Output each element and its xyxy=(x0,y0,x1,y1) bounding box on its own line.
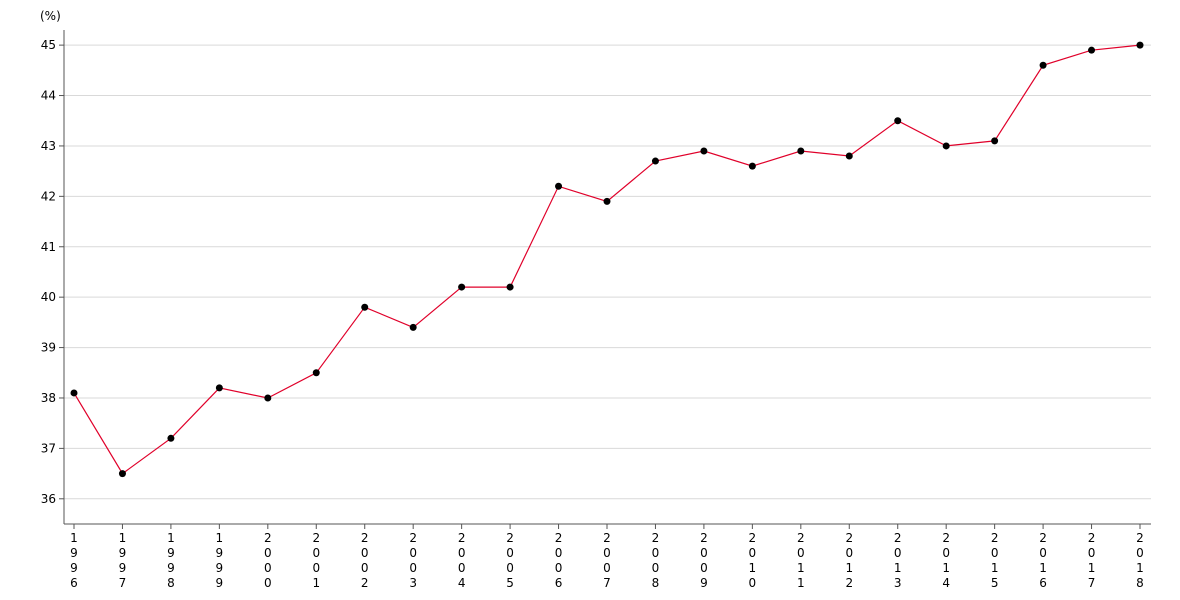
data-point xyxy=(312,369,320,377)
grid xyxy=(64,44,1151,500)
series-line xyxy=(73,44,1141,475)
data-point xyxy=(167,434,175,442)
y-ticks: 36 37 38 39 40 41 42 43 44 45 xyxy=(41,38,64,506)
y-tick-label: 37 xyxy=(41,441,56,455)
data-point xyxy=(458,283,466,291)
y-axis-unit-label: (%) xyxy=(40,9,61,23)
data-point xyxy=(264,394,272,402)
data-point xyxy=(118,470,126,478)
data-point xyxy=(361,303,369,311)
y-tick-label: 43 xyxy=(41,139,56,153)
data-point xyxy=(845,152,853,160)
x-ticks: 1 9 9 6 1 9 9 7 1 9 9 8 1 9 9 9 2 0 0 0 2 0 0 1 2 0 0 2 2 0 0 3 2 0 0 4 2 0 0 5… xyxy=(70,524,1144,590)
data-point xyxy=(797,147,805,155)
data-point xyxy=(991,137,999,145)
y-tick-label: 36 xyxy=(41,492,56,506)
y-tick-label: 45 xyxy=(41,38,56,52)
data-point xyxy=(215,384,223,392)
y-tick-label: 40 xyxy=(41,290,56,304)
series xyxy=(70,41,1144,478)
data-point xyxy=(409,323,417,331)
data-point xyxy=(603,197,611,205)
data-point xyxy=(1039,61,1047,69)
y-tick-label: 44 xyxy=(41,89,56,103)
data-point xyxy=(942,142,950,150)
data-point xyxy=(651,157,659,165)
data-point xyxy=(700,147,708,155)
data-point xyxy=(555,182,563,190)
y-tick-label: 42 xyxy=(41,189,56,203)
data-point xyxy=(748,162,756,170)
y-tick-label: 39 xyxy=(41,341,56,355)
data-point xyxy=(1136,41,1144,49)
data-point xyxy=(1088,46,1096,54)
data-point xyxy=(506,283,514,291)
data-point xyxy=(894,117,902,125)
y-tick-label: 41 xyxy=(41,240,56,254)
axes xyxy=(63,30,1151,525)
y-tick-label: 38 xyxy=(41,391,56,405)
data-point xyxy=(70,389,78,397)
